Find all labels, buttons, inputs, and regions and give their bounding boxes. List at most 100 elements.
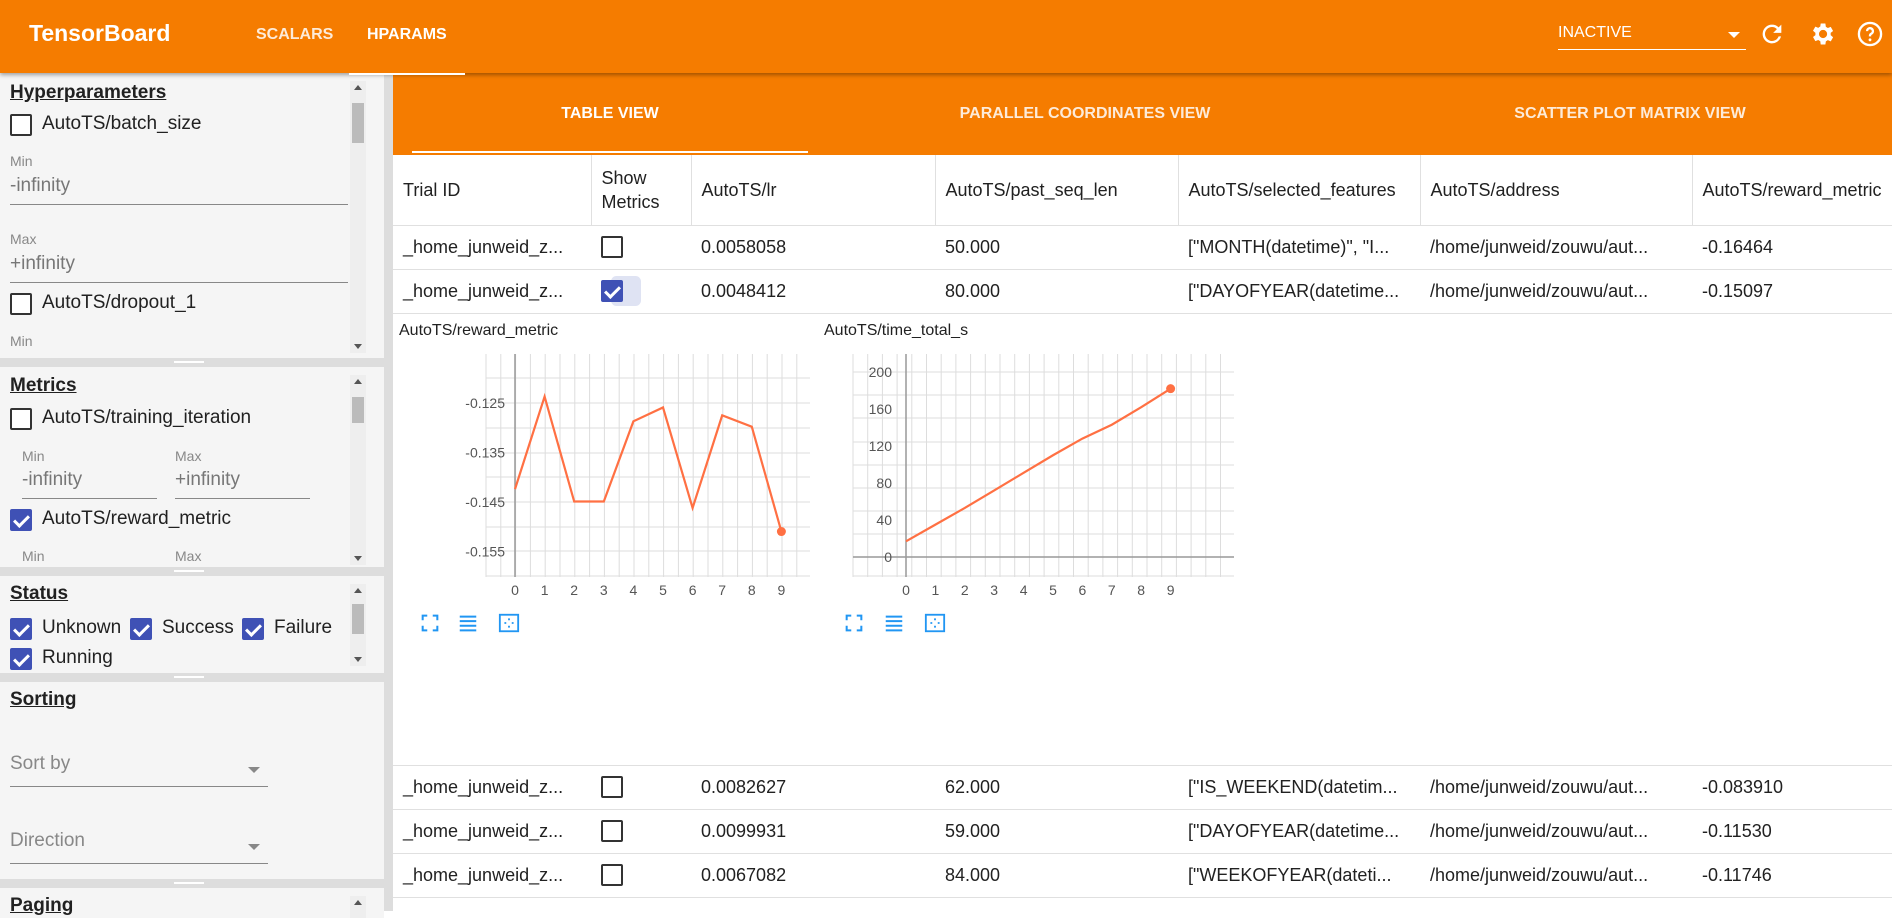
metric-label: AutoTS/training_iteration bbox=[42, 407, 252, 428]
chevron-down-icon bbox=[248, 767, 260, 773]
tab-table-view[interactable]: TABLE VIEW bbox=[561, 105, 659, 122]
direction-select[interactable]: Direction bbox=[10, 830, 268, 864]
x-tick-label: 7 bbox=[718, 582, 726, 598]
y-tick-label: 40 bbox=[876, 512, 892, 528]
show-metrics-checkbox[interactable] bbox=[601, 864, 623, 887]
section-title: Sorting bbox=[10, 689, 77, 710]
refresh-icon[interactable] bbox=[1758, 20, 1786, 48]
scroll-down-icon[interactable] bbox=[354, 344, 362, 349]
series-line bbox=[905, 387, 1172, 543]
scrollbar[interactable] bbox=[350, 375, 366, 565]
max-input[interactable]: +infinity bbox=[175, 465, 310, 499]
chevron-down-icon bbox=[1728, 32, 1740, 38]
x-tick-label: 9 bbox=[778, 582, 786, 598]
checkbox-reward-metric[interactable] bbox=[10, 509, 32, 531]
show-metrics-cell[interactable] bbox=[591, 269, 691, 314]
lr-cell: 0.0058058 bbox=[691, 225, 935, 270]
table-row: _home_junweid_z... 0.0048412 80.000 ["DAYOF… bbox=[393, 269, 1892, 314]
scroll-up-icon[interactable] bbox=[354, 85, 362, 90]
x-tick-label: 4 bbox=[1020, 582, 1028, 598]
data-point bbox=[776, 527, 786, 537]
x-tick-label: 2 bbox=[961, 582, 969, 598]
tab-scatter-plot-matrix-view[interactable]: SCATTER PLOT MATRIX VIEW bbox=[1514, 105, 1746, 122]
min-label: Min bbox=[10, 333, 33, 349]
column-header-lr[interactable]: AutoTS/lr bbox=[691, 155, 936, 226]
chevron-down-icon bbox=[248, 844, 260, 850]
sort-by-select[interactable]: Sort by bbox=[10, 753, 268, 787]
checkbox-failure[interactable] bbox=[242, 618, 264, 640]
column-header-show-metrics[interactable]: Show Metrics bbox=[591, 155, 692, 226]
column-header-past-seq-len[interactable]: AutoTS/past_seq_len bbox=[935, 155, 1179, 226]
scroll-up-icon[interactable] bbox=[354, 588, 362, 593]
scroll-up-icon[interactable] bbox=[354, 900, 362, 905]
show-metrics-cell[interactable] bbox=[591, 853, 691, 898]
show-metrics-checkbox[interactable] bbox=[601, 280, 623, 303]
column-header-address[interactable]: AutoTS/address bbox=[1420, 155, 1693, 226]
checkbox-success[interactable] bbox=[130, 618, 152, 640]
max-label: Max bbox=[175, 548, 202, 564]
scroll-up-icon[interactable] bbox=[354, 379, 362, 384]
resize-handle[interactable] bbox=[0, 673, 384, 682]
show-metrics-checkbox[interactable] bbox=[601, 236, 623, 259]
show-metrics-cell[interactable] bbox=[591, 765, 691, 810]
x-tick-label: 6 bbox=[1079, 582, 1087, 598]
toggle-y-log-icon[interactable] bbox=[457, 612, 479, 634]
past-seq-len-cell: 62.000 bbox=[935, 765, 1178, 810]
checkbox-batch-size[interactable] bbox=[10, 114, 32, 136]
metrics-chart-row bbox=[393, 313, 1892, 766]
fullscreen-icon[interactable] bbox=[419, 612, 441, 634]
fullscreen-icon[interactable] bbox=[843, 612, 865, 634]
tab-hparams[interactable]: HPARAMS bbox=[349, 26, 465, 75]
show-metrics-checkbox[interactable] bbox=[601, 820, 623, 843]
run-status-select[interactable]: INACTIVE bbox=[1558, 20, 1746, 50]
trials-table: Trial ID Show Metrics AutoTS/lr AutoTS/p… bbox=[393, 155, 1892, 898]
checkbox-training-iteration[interactable] bbox=[10, 408, 32, 430]
checkbox-running[interactable] bbox=[10, 648, 32, 670]
top-app-bar: TensorBoard SCALARS HPARAMS INACTIVE bbox=[0, 0, 1892, 75]
show-metrics-checkbox[interactable] bbox=[601, 776, 623, 799]
column-header-reward-metric[interactable]: AutoTS/reward_metric bbox=[1692, 155, 1892, 226]
column-header-selected-features[interactable]: AutoTS/selected_features bbox=[1178, 155, 1421, 226]
checkbox-dropout[interactable] bbox=[10, 293, 32, 315]
min-label: Min bbox=[10, 153, 33, 169]
address-cell: /home/junweid/zouwu/aut... bbox=[1420, 225, 1692, 270]
scroll-down-icon[interactable] bbox=[354, 556, 362, 561]
status-label: Success bbox=[162, 617, 234, 638]
resize-handle[interactable] bbox=[0, 879, 384, 888]
toggle-y-log-icon[interactable] bbox=[883, 612, 905, 634]
fit-domain-icon[interactable] bbox=[924, 612, 946, 634]
tab-scalars[interactable]: SCALARS bbox=[256, 26, 334, 43]
lr-cell: 0.0067082 bbox=[691, 853, 935, 898]
scrollbar[interactable] bbox=[350, 81, 366, 353]
resize-handle[interactable] bbox=[0, 567, 384, 576]
min-input[interactable]: -infinity bbox=[10, 171, 348, 205]
sidebar-resize-gutter[interactable] bbox=[384, 73, 393, 911]
scroll-down-icon[interactable] bbox=[354, 657, 362, 662]
y-tick-label: 120 bbox=[869, 438, 893, 454]
fit-domain-icon[interactable] bbox=[498, 612, 520, 634]
column-header-trial-id[interactable]: Trial ID bbox=[393, 155, 592, 226]
sorting-section: Sorting Sort by Direction bbox=[0, 682, 384, 879]
show-metrics-cell[interactable] bbox=[591, 225, 691, 270]
help-icon[interactable] bbox=[1856, 20, 1884, 48]
scrollbar[interactable] bbox=[350, 896, 366, 918]
scrollbar[interactable] bbox=[350, 584, 366, 666]
settings-icon[interactable] bbox=[1808, 20, 1836, 48]
run-status-value: INACTIVE bbox=[1558, 24, 1632, 41]
resize-handle[interactable] bbox=[0, 358, 384, 367]
address-cell: /home/junweid/zouwu/aut... bbox=[1420, 269, 1692, 314]
min-label: Min bbox=[22, 548, 45, 564]
tab-parallel-coordinates-view[interactable]: PARALLEL COORDINATES VIEW bbox=[959, 105, 1211, 122]
x-tick-label: 0 bbox=[902, 582, 910, 598]
section-title: Hyperparameters bbox=[10, 82, 167, 103]
x-tick-label: 2 bbox=[570, 582, 578, 598]
address-cell: /home/junweid/zouwu/aut... bbox=[1420, 765, 1692, 810]
show-metrics-cell[interactable] bbox=[591, 809, 691, 854]
trial-id-cell: _home_junweid_z... bbox=[393, 809, 591, 854]
max-input[interactable]: +infinity bbox=[10, 249, 348, 283]
trial-id-cell: _home_junweid_z... bbox=[393, 225, 591, 270]
reward-metric-cell: -0.083910 bbox=[1692, 765, 1892, 810]
min-input[interactable]: -infinity bbox=[22, 465, 157, 499]
x-tick-label: 8 bbox=[1137, 582, 1145, 598]
checkbox-unknown[interactable] bbox=[10, 618, 32, 640]
